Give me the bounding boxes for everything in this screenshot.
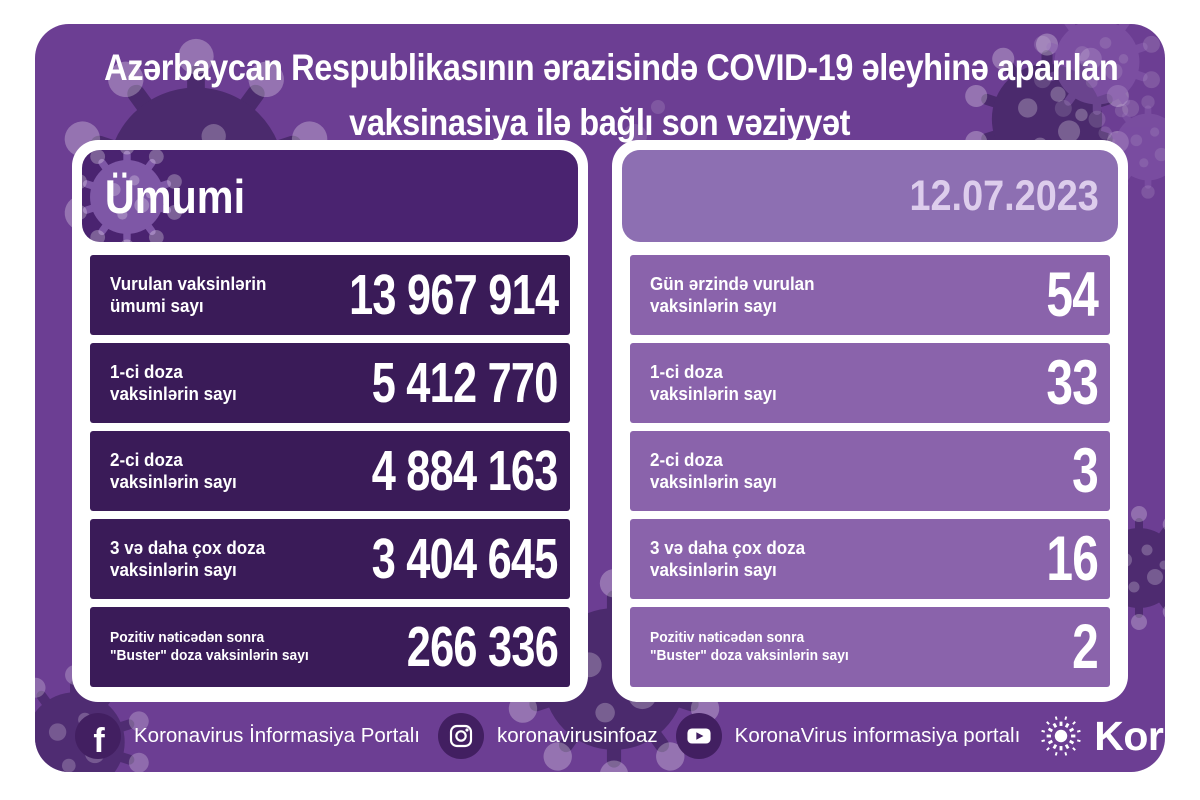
dot-decoration — [651, 100, 665, 114]
stat-row-dose2: 2-ci doza vaksinlərin sayı 4 884 163 — [90, 431, 570, 511]
stat-row-dose3plus: 3 və daha çox doza vaksinlərin sayı 3 404… — [90, 519, 570, 599]
stat-value: 3 404 645 — [372, 527, 559, 591]
stat-label: 1-ci doza vaksinlərin sayı — [110, 361, 237, 404]
stat-value: 16 — [1046, 524, 1099, 594]
stats-panels: Ümumi Vurulan vaksinlərin ümumi sayı 13 9… — [72, 140, 1128, 702]
youtube-link[interactable]: KoronaVirus informasiya portalı — [675, 713, 1021, 759]
stat-value: 2 — [1072, 612, 1099, 682]
youtube-label: KoronaVirus informasiya portalı — [734, 724, 1021, 747]
stat-value: 4 884 163 — [372, 439, 559, 503]
daily-rows: Gün ərzində vurulan vaksinlərin sayı 54 1… — [630, 255, 1110, 687]
totals-panel-title: Ümumi — [104, 169, 246, 223]
footer: f Koronavirus İnformasiya Portalı korona… — [75, 712, 1165, 760]
page-title: Azərbaycan Respublikasının ərazisində CO… — [35, 44, 1165, 154]
stat-value: 13 967 914 — [348, 263, 559, 327]
koronavirus-logo: KoronaVirus info — [1038, 713, 1165, 760]
stat-label: 2-ci doza vaksinlərin sayı — [110, 449, 237, 492]
daily-panel: 12.07.2023 Gün ərzində vurulan vaksinləri… — [612, 140, 1128, 702]
stat-value: 33 — [1046, 348, 1099, 418]
title-line-2: vaksinasiya ilə bağlı son vəziyyət — [349, 102, 851, 143]
totals-panel-header: Ümumi — [82, 150, 578, 242]
daily-panel-header: 12.07.2023 — [622, 150, 1118, 242]
stat-row-daily-dose3plus: 3 və daha çox doza vaksinlərin sayı 16 — [630, 519, 1110, 599]
stat-row-dose1: 1-ci doza vaksinlərin sayı 5 412 770 — [90, 343, 570, 423]
stat-label: 3 və daha çox doza vaksinlərin sayı — [110, 537, 266, 580]
youtube-icon — [675, 713, 722, 759]
stat-row-daily-dose1: 1-ci doza vaksinlərin sayı 33 — [630, 343, 1110, 423]
stat-row-booster: Pozitiv nəticədən sonra "Buster" doza vak… — [90, 607, 570, 687]
instagram-link[interactable]: koronavirusinfoaz — [437, 713, 658, 759]
virus-icon — [1041, 716, 1081, 756]
report-date: 12.07.2023 — [909, 171, 1099, 220]
instagram-icon — [437, 713, 484, 759]
stat-label: 1-ci doza vaksinlərin sayı — [650, 361, 777, 404]
stat-row-daily-total: Gün ərzində vurulan vaksinlərin sayı 54 — [630, 255, 1110, 335]
facebook-label: Koronavirus İnformasiya Portalı — [134, 724, 420, 747]
stat-label: Vurulan vaksinlərin ümumi sayı — [110, 273, 267, 316]
stat-label: 2-ci doza vaksinlərin sayı — [650, 449, 777, 492]
stat-value: 5 412 770 — [372, 351, 559, 415]
stat-label: 3 və daha çox doza vaksinlərin sayı — [650, 537, 806, 580]
instagram-label: koronavirusinfoaz — [496, 724, 658, 747]
logo-text: KoronaVirus — [1094, 712, 1165, 759]
stat-label: Gün ərzində vurulan vaksinlərin sayı — [650, 273, 815, 316]
stat-value: 54 — [1046, 260, 1099, 330]
stat-row-total-vaccines: Vurulan vaksinlərin ümumi sayı 13 967 914 — [90, 255, 570, 335]
infographic-canvas: Azərbaycan Respublikasının ərazisində CO… — [35, 24, 1165, 772]
stat-row-daily-dose2: 2-ci doza vaksinlərin sayı 3 — [630, 431, 1110, 511]
totals-rows: Vurulan vaksinlərin ümumi sayı 13 967 914… — [90, 255, 570, 687]
facebook-icon: f — [75, 713, 121, 759]
totals-panel: Ümumi Vurulan vaksinlərin ümumi sayı 13 9… — [72, 140, 588, 702]
stat-value: 266 336 — [406, 615, 559, 679]
facebook-link[interactable]: f Koronavirus İnformasiya Portalı — [75, 713, 420, 759]
title-line-1: Azərbaycan Respublikasının ərazisində CO… — [104, 47, 1119, 88]
stat-value: 3 — [1072, 436, 1099, 506]
stat-label: Pozitiv nəticədən sonra "Buster" doza vak… — [110, 629, 309, 664]
stat-label: Pozitiv nəticədən sonra "Buster" doza vak… — [650, 629, 849, 664]
stat-row-daily-booster: Pozitiv nəticədən sonra "Buster" doza vak… — [630, 607, 1110, 687]
